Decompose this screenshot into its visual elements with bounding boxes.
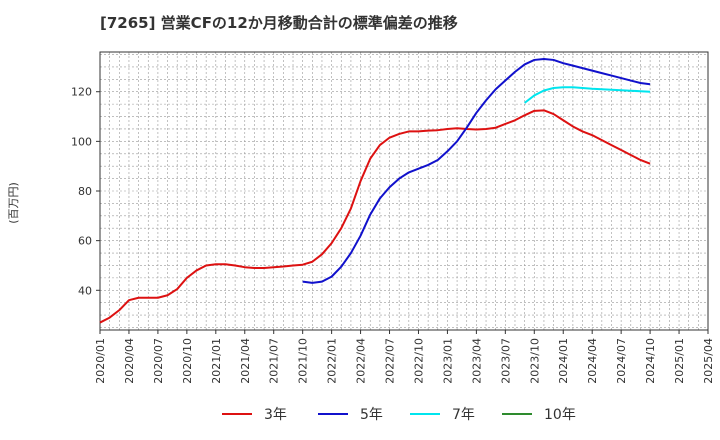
x-tick-label: 2021/10 [297,338,310,384]
y-axis-ticks: 40 60 80 100 120 [71,86,100,297]
x-tick-label: 2020/10 [181,338,194,384]
legend-label: 5年 [360,407,383,423]
x-tick-label: 2023/04 [470,338,483,384]
x-tick-label: 2022/04 [355,338,368,384]
grid [99,52,709,330]
y-tick-label: 60 [78,235,92,248]
series-line-1 [99,109,651,324]
x-tick-label: 2020/04 [123,338,136,384]
legend-label: 10年 [544,407,576,423]
x-tick-label: 2023/07 [499,338,512,384]
x-axis-ticks: 2020/01 2020/04 2020/07 2020/10 2021/01 2021/… [94,330,715,384]
x-tick-label: 2020/01 [94,338,107,384]
legend: 3年 5年 7年 10年 [222,407,576,423]
x-tick-label: 2025/01 [673,338,686,384]
y-tick-label: 100 [71,135,92,148]
x-tick-label: 2024/07 [615,338,628,384]
y-tick-label: 40 [78,284,92,297]
x-tick-label: 2022/10 [412,338,425,384]
x-tick-label: 2022/01 [326,338,339,384]
legend-label: 3年 [264,407,287,423]
series-line-2 [302,57,651,284]
x-tick-label: 2021/01 [210,338,223,384]
x-tick-label: 2023/10 [528,338,541,384]
x-tick-label: 2021/04 [239,338,252,384]
legend-label: 7年 [452,407,475,423]
series-line-3 [524,86,651,104]
x-tick-label: 2023/01 [441,338,454,384]
y-tick-label: 120 [71,86,92,99]
chart-title: [7265] 営業CFの12か月移動合計の標準偏差の推移 [100,14,458,32]
x-tick-label: 2021/07 [268,338,281,384]
x-tick-label: 2025/04 [702,338,715,384]
x-tick-label: 2024/10 [644,338,657,384]
x-tick-label: 2024/01 [557,338,570,384]
y-tick-label: 80 [78,185,92,198]
series-lines [99,57,651,324]
x-tick-label: 2022/07 [384,338,397,384]
x-tick-label: 2024/04 [586,338,599,384]
y-axis-label: (百万円) [7,182,20,224]
x-tick-label: 2020/07 [152,338,165,384]
